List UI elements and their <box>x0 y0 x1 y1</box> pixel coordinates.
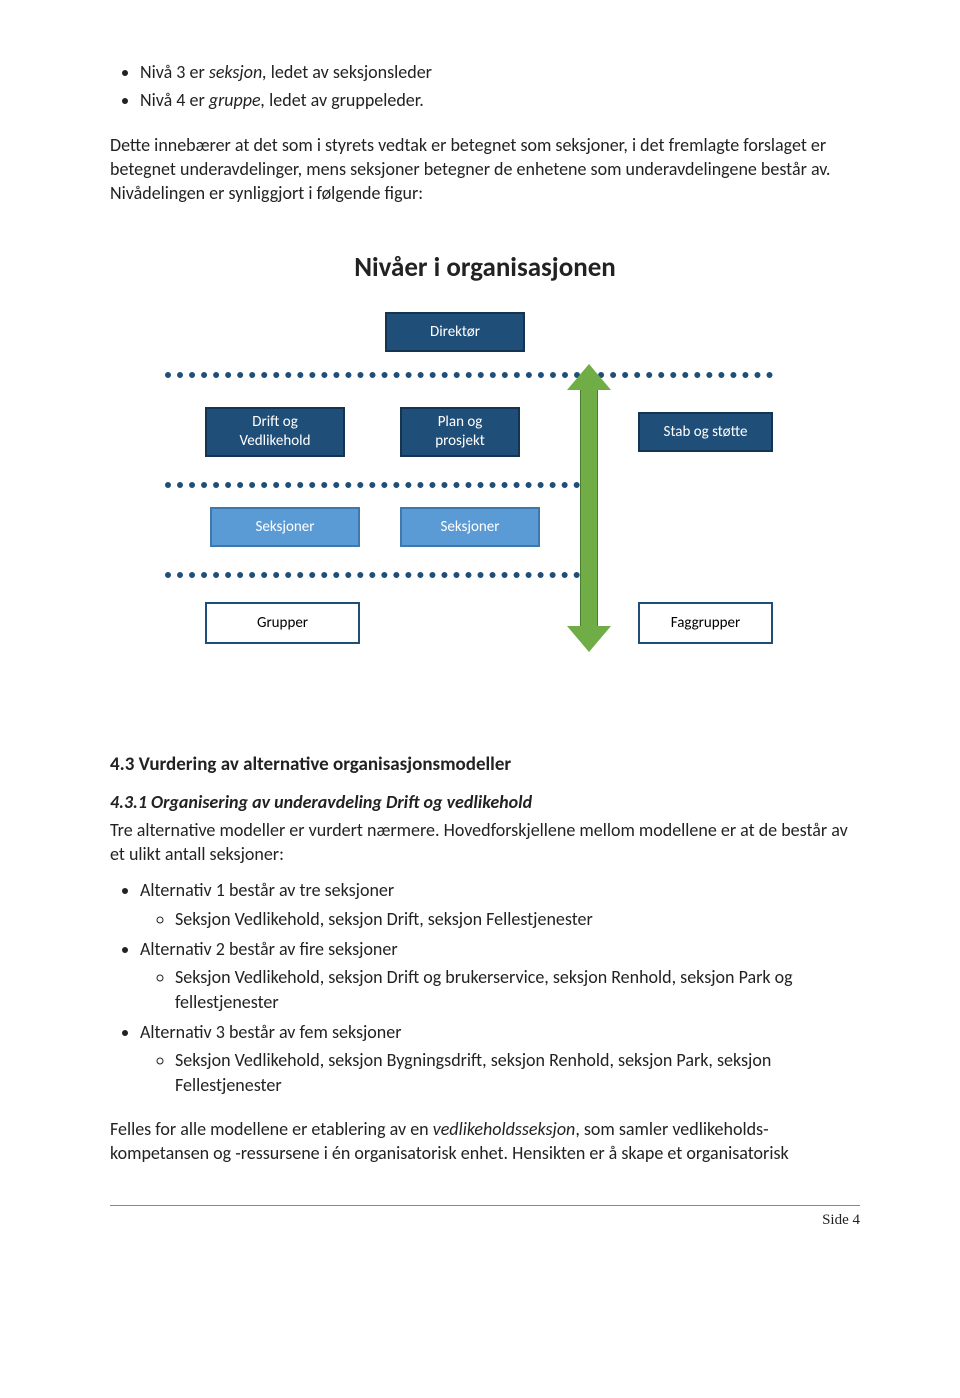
alternative-item: Alternativ 3 består av fem seksjoner Seks… <box>140 1020 860 1097</box>
node-faggrupper: Faggrupper <box>638 602 773 644</box>
node-grupper: Grupper <box>205 602 360 644</box>
top-bullets: Nivå 3 er seksjon, ledet av seksjonslede… <box>110 60 860 113</box>
bullet-niva3: Nivå 3 er seksjon, ledet av seksjonslede… <box>140 60 860 84</box>
node-seksjon1: Seksjoner <box>210 507 360 547</box>
alternative-sublist-item: Seksjon Vedlikehold, seksjon Drift, seks… <box>175 907 860 931</box>
page-footer: Side 4 <box>110 1205 860 1230</box>
diagram-title: Nivåer i organisasjonen <box>110 250 860 286</box>
node-plan: Plan og prosjekt <box>400 407 520 457</box>
heading-4-3-1: 4.3.1 Organisering av underavdeling Drif… <box>110 790 860 814</box>
alternative-label: Alternativ 1 består av tre seksjoner <box>140 879 394 901</box>
alternative-item: Alternativ 2 består av fire seksjoner Sek… <box>140 937 860 1014</box>
bullet-niva4: Nivå 4 er gruppe, ledet av gruppeleder. <box>140 88 860 112</box>
node-direktor: Direktør <box>385 312 525 352</box>
intro-paragraph: Dette innebærer at det som i styrets ved… <box>110 133 860 206</box>
closing-paragraph: Felles for alle modellene er etablering … <box>110 1117 860 1166</box>
level-divider <box>165 482 580 488</box>
level-divider <box>165 572 580 578</box>
alternative-label: Alternativ 3 består av fem seksjoner <box>140 1021 401 1043</box>
alternative-sublist: Seksjon Vedlikehold, seksjon Bygningsdri… <box>140 1048 860 1097</box>
arrow-up-icon <box>567 364 611 390</box>
alternative-sublist-item: Seksjon Vedlikehold, seksjon Drift og br… <box>175 965 860 1014</box>
node-stab: Stab og støtte <box>638 412 773 452</box>
node-drift: Drift og Vedlikehold <box>205 407 345 457</box>
alternative-label: Alternativ 2 består av fire seksjoner <box>140 938 398 960</box>
alternatives-list: Alternativ 1 består av tre seksjoner Seks… <box>110 878 860 1096</box>
arrow-down-icon <box>567 626 611 652</box>
alternative-sublist: Seksjon Vedlikehold, seksjon Drift og br… <box>140 965 860 1014</box>
level-divider <box>165 372 773 378</box>
level-arrow <box>580 386 598 630</box>
node-seksjon2: Seksjoner <box>400 507 540 547</box>
para-4-3-1: Tre alternative modeller er vurdert nærm… <box>110 818 860 867</box>
alternative-sublist: Seksjon Vedlikehold, seksjon Drift, seks… <box>140 907 860 931</box>
heading-4-3: 4.3 Vurdering av alternative organisasjo… <box>110 752 860 778</box>
org-diagram: Direktør Drift og Vedlikehold Plan og pros… <box>165 312 805 692</box>
alternative-sublist-item: Seksjon Vedlikehold, seksjon Bygningsdri… <box>175 1048 860 1097</box>
alternative-item: Alternativ 1 består av tre seksjoner Seks… <box>140 878 860 931</box>
